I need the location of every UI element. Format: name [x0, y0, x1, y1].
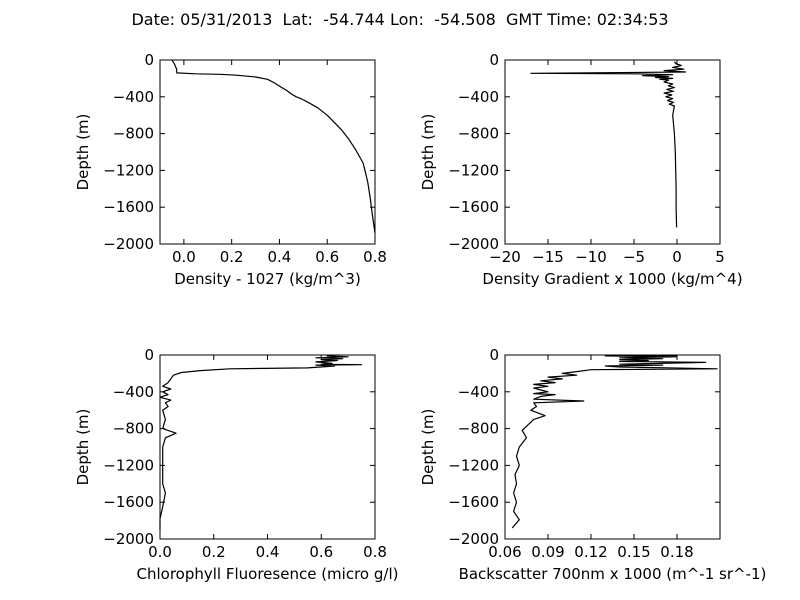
x-tick-label: 0.12: [574, 543, 607, 561]
x-tick-label: 0.8: [363, 248, 387, 266]
series-line: [511, 354, 718, 529]
x-tick-label: 0: [672, 248, 682, 266]
y-tick-label: −2000: [103, 235, 154, 253]
y-tick-label: −400: [113, 383, 154, 401]
figure-supertitle: Date: 05/31/2013 Lat: -54.744 Lon: -54.5…: [131, 10, 669, 29]
axes-frame: [504, 59, 721, 245]
y-tick-label: −1600: [448, 493, 499, 511]
y-tick-label: −1600: [103, 198, 154, 216]
y-tick-label: 0: [144, 51, 154, 69]
y-axis-label: Depth (m): [419, 409, 437, 486]
y-tick-label: −1200: [103, 456, 154, 474]
x-axis-label: Backscatter 700nm x 1000 (m^-1 sr^-1): [459, 565, 767, 583]
x-tick-label: 0.18: [660, 543, 693, 561]
axes-frame: [159, 354, 376, 540]
y-tick-label: −400: [458, 88, 499, 106]
y-tick-label: −1200: [448, 161, 499, 179]
y-tick-label: −1600: [448, 198, 499, 216]
x-tick-label: 0.06: [488, 543, 521, 561]
x-tick-label: −10: [575, 248, 607, 266]
y-tick-label: −2000: [448, 530, 499, 548]
x-tick-label: 0.6: [315, 248, 339, 266]
x-tick-label: 0.4: [268, 248, 292, 266]
y-tick-label: −800: [113, 125, 154, 143]
y-tick-label: 0: [489, 51, 499, 69]
y-tick-label: −2000: [448, 235, 499, 253]
x-tick-label: −20: [489, 248, 521, 266]
y-tick-label: −400: [458, 383, 499, 401]
x-tick-label: −5: [623, 248, 645, 266]
axes-frame: [159, 59, 376, 245]
x-axis-label: Density - 1027 (kg/m^3): [174, 270, 361, 288]
y-tick-label: −400: [113, 88, 154, 106]
x-tick-label: 0.09: [531, 543, 564, 561]
y-tick-label: −1200: [103, 161, 154, 179]
y-axis-label: Depth (m): [419, 114, 437, 191]
series-line: [159, 355, 363, 530]
y-tick-label: −800: [113, 420, 154, 438]
x-tick-label: 0.2: [202, 543, 226, 561]
x-tick-label: 0.8: [363, 543, 387, 561]
x-tick-label: 5: [715, 248, 725, 266]
x-tick-label: 0.0: [148, 543, 172, 561]
x-tick-label: −15: [532, 248, 564, 266]
y-tick-label: −800: [458, 420, 499, 438]
series-line: [171, 59, 376, 234]
y-tick-label: −800: [458, 125, 499, 143]
subplot-4: 0.06 0.09 0.12 0.15 0.18 0 −400 −800 −1200 −1600 −…: [419, 346, 766, 583]
series-line: [530, 61, 687, 228]
y-tick-label: −1600: [103, 493, 154, 511]
x-tick-label: 0.2: [220, 248, 244, 266]
y-tick-label: −2000: [103, 530, 154, 548]
x-axis-label: Chlorophyll Fluoresence (micro g/l): [137, 565, 399, 583]
subplot-1: 0.0 0.2 0.4 0.6 0.8 0 −400 −800 −1200 −1600 −2000 D…: [74, 51, 387, 288]
subplot-3: 0.0 0.2 0.4 0.6 0.8 0 −400 −800 −1200 −1600 −2000 C…: [74, 346, 398, 583]
x-tick-label: 0.15: [617, 543, 650, 561]
x-tick-label: 0.0: [172, 248, 196, 266]
x-axis-label: Density Gradient x 1000 (kg/m^4): [482, 270, 742, 288]
axes-frame: [504, 354, 721, 540]
y-axis-label: Depth (m): [74, 114, 92, 191]
y-tick-label: 0: [489, 346, 499, 364]
y-axis-label: Depth (m): [74, 409, 92, 486]
x-tick-label: 0.4: [256, 543, 280, 561]
x-tick-label: 0.6: [309, 543, 333, 561]
y-tick-label: 0: [144, 346, 154, 364]
y-tick-label: −1200: [448, 456, 499, 474]
subplot-2: −20 −15 −10 −5 0 5 0 −400 −800 −1200 −1600 −2000 Den…: [419, 51, 743, 288]
